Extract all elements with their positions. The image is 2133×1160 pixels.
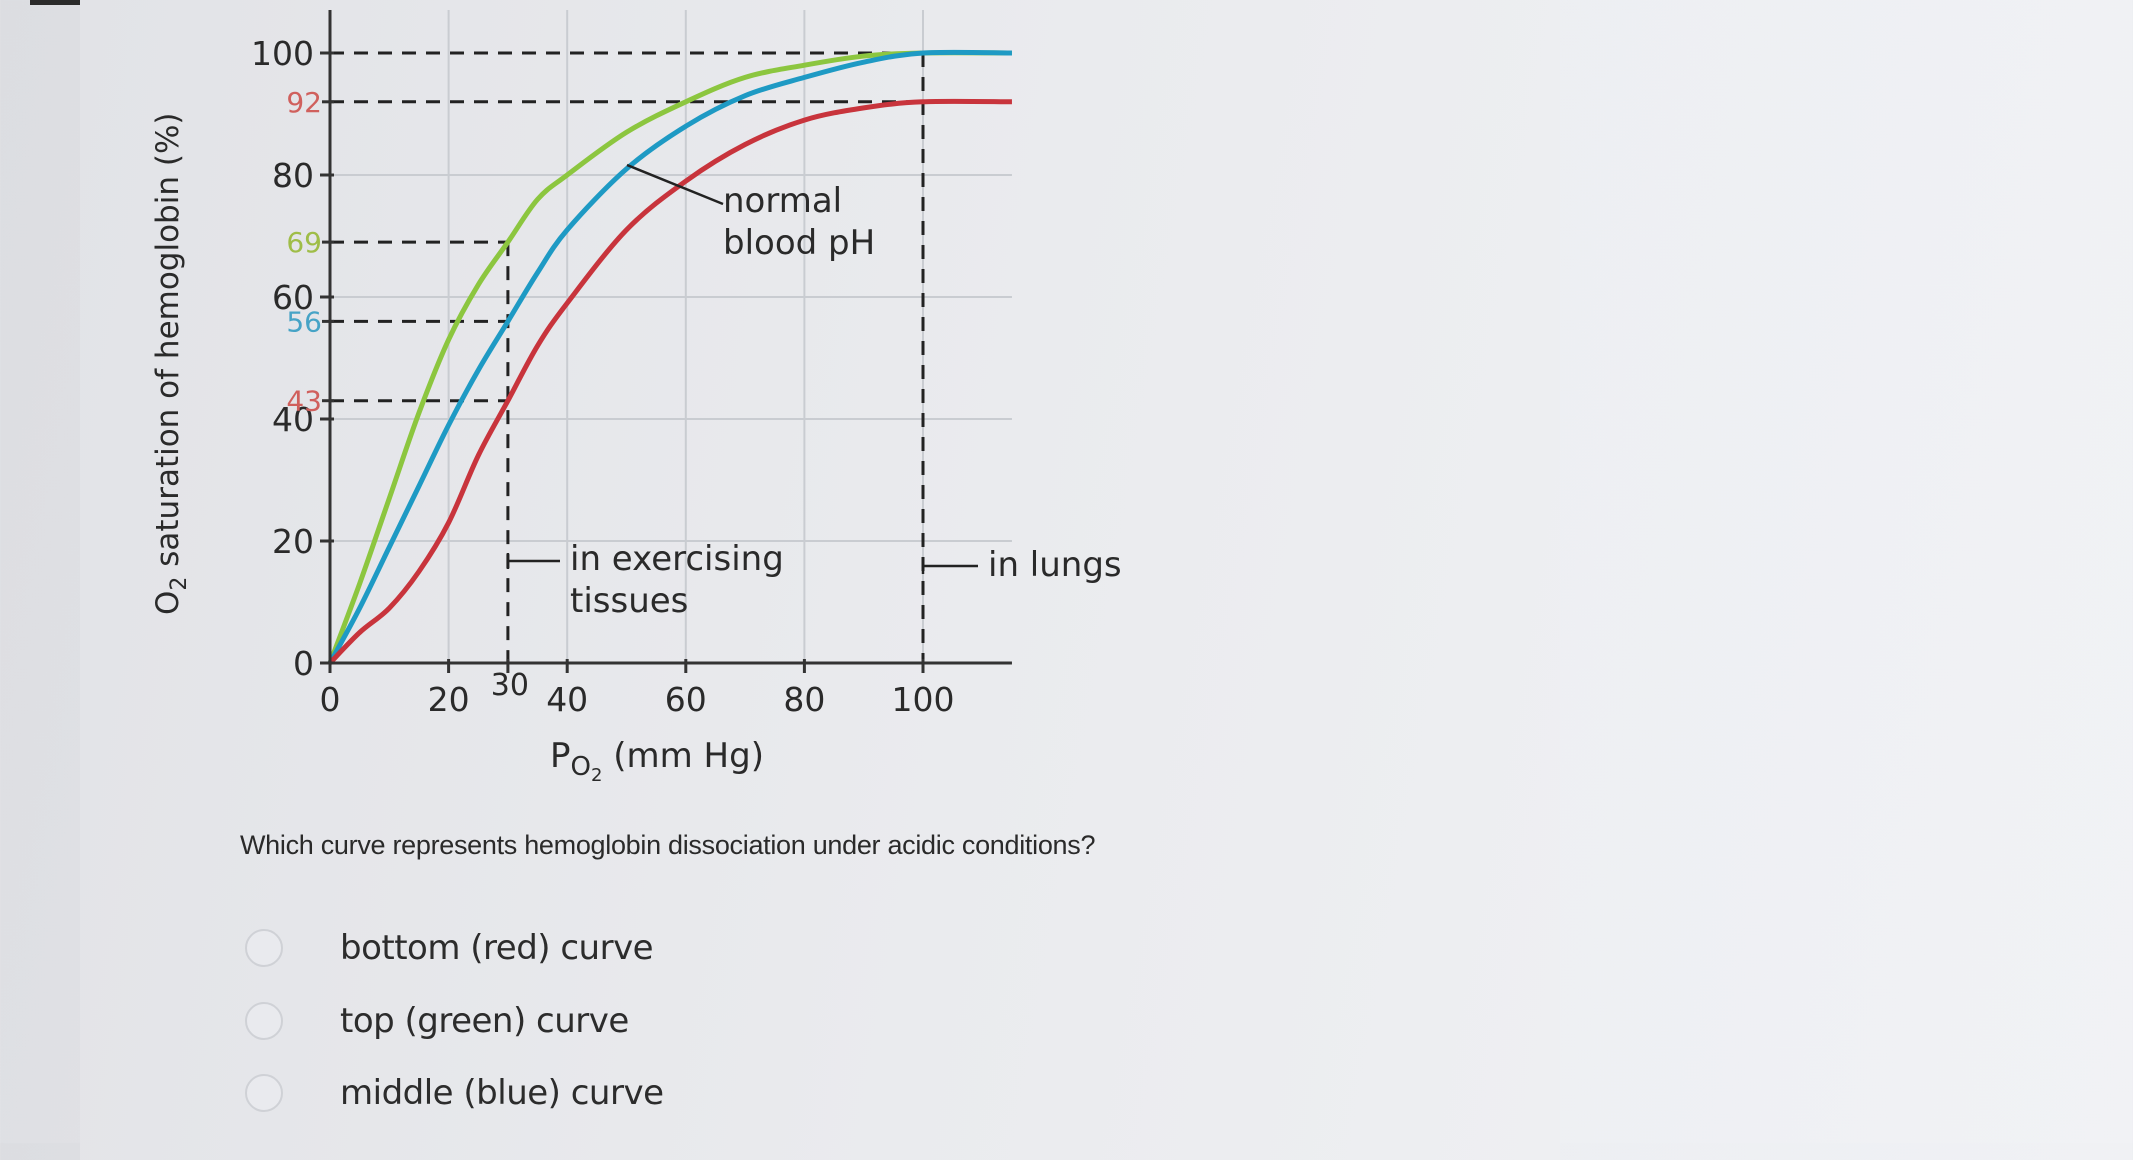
- option-label: bottom (red) curve: [340, 928, 654, 968]
- x-tick-label: 20: [428, 680, 470, 719]
- radio-button[interactable]: [245, 1074, 283, 1112]
- green-curve: [327, 50, 1012, 664]
- blue-curve: [327, 49, 1012, 665]
- x-tick-label: 80: [783, 680, 825, 719]
- y-tick-label: 0: [293, 644, 314, 683]
- x-tick-label: 60: [665, 680, 707, 719]
- y-tick-label: 100: [251, 34, 314, 73]
- exercising-label-line1: in exercising: [570, 539, 784, 579]
- x-tick-label: 40: [546, 680, 588, 719]
- option-top-green-curve[interactable]: top (green) curve: [245, 996, 629, 1046]
- normal-ph-label-line2: blood pH: [723, 223, 875, 263]
- window-top-bar: [30, 0, 105, 5]
- question-card: 0 20 40 60 80 100 92 69 56 43 0 20 40 60 80 100 30 PO2 (m…: [80, 0, 1560, 1160]
- y-tick-label: 40: [272, 400, 314, 439]
- option-label: middle (blue) curve: [340, 1073, 664, 1113]
- lungs-label: in lungs: [988, 545, 1122, 585]
- marked-y-label: 56: [286, 305, 322, 338]
- x-tick-label: 100: [892, 680, 955, 719]
- exercising-label-line2: tissues: [570, 581, 688, 621]
- y-tick-label: 60: [272, 278, 314, 317]
- y-tick-label: 80: [272, 156, 314, 195]
- radio-button[interactable]: [245, 929, 283, 967]
- red-curve: [328, 98, 1012, 665]
- marked-y-label: 69: [286, 226, 322, 259]
- x-tick-label-30: 30: [491, 668, 529, 703]
- normal-ph-pointer: [626, 163, 724, 206]
- radio-button[interactable]: [245, 1002, 283, 1040]
- oxygen-dissociation-chart: 0 20 40 60 80 100 92 69 56 43 0 20 40 60 80 100 30 PO2 (m…: [150, 10, 1122, 786]
- x-tick-label: 0: [320, 680, 341, 719]
- marked-y-label: 92: [286, 86, 322, 119]
- question-text: Which curve represents hemoglobin dissoc…: [240, 830, 1096, 860]
- option-middle-blue-curve[interactable]: middle (blue) curve: [245, 1068, 664, 1118]
- y-tick-label: 20: [272, 522, 314, 561]
- option-bottom-red-curve[interactable]: bottom (red) curve: [245, 923, 654, 973]
- marked-y-label: 43: [286, 385, 322, 418]
- normal-ph-label-line1: normal: [723, 181, 842, 221]
- option-label: top (green) curve: [340, 1001, 629, 1041]
- x-axis-label: PO2 (mm Hg): [550, 736, 764, 786]
- y-axis-label: O2 saturation of hemoglobin (%): [150, 113, 192, 616]
